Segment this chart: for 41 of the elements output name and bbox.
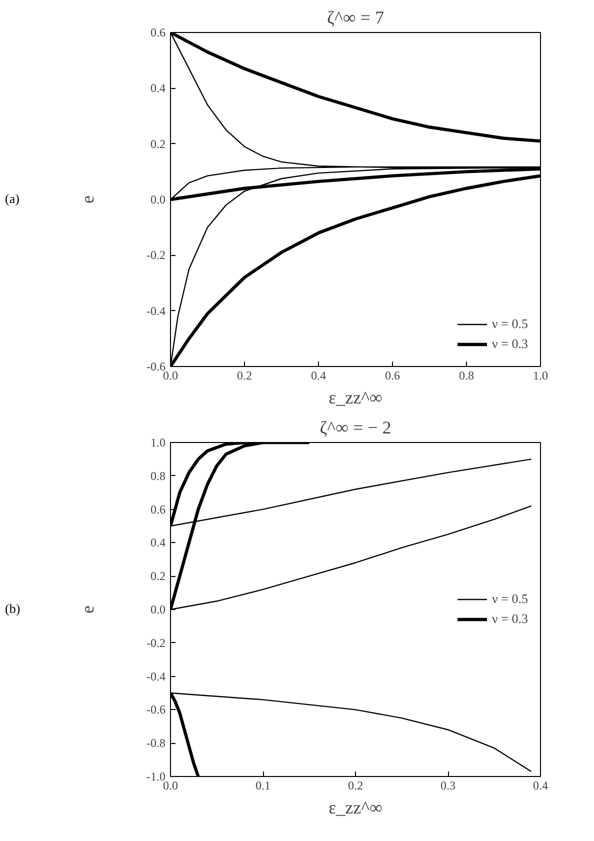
- x-tick-label: 0.2: [237, 368, 252, 382]
- y-tick-label: -0.8: [146, 736, 166, 750]
- y-tick-label: 0.8: [150, 468, 166, 483]
- legend-label: ν = 0.3: [492, 611, 528, 627]
- y-tick-label: -0.4: [146, 304, 166, 318]
- y-tick-label: 0.4: [150, 81, 166, 96]
- legend-label: ν = 0.3: [492, 336, 528, 352]
- x-axis-title: ε_zz^∞: [328, 798, 383, 818]
- x-tick-label: 0.1: [256, 778, 270, 792]
- text: (a): [5, 190, 20, 208]
- y-tick-label: -0.2: [146, 636, 166, 650]
- y-tick-label: 0.0: [150, 192, 166, 206]
- chart-title: ζ^∞ = − 2: [320, 418, 392, 438]
- y-tick-label: 0.2: [150, 569, 166, 584]
- x-tick-label: 1.0: [533, 368, 548, 382]
- chart-title: ζ^∞ = 7: [327, 8, 384, 28]
- text: (b): [5, 600, 20, 618]
- y-tick-label: -1.0: [146, 770, 166, 784]
- y-tick-label: 0.2: [150, 136, 166, 151]
- y-tick-label: -0.6: [146, 360, 166, 374]
- x-tick-label: 0.2: [348, 778, 363, 792]
- x-axis-title: ε_zz^∞: [328, 388, 383, 408]
- y-tick-label: -0.6: [146, 702, 166, 717]
- legend-label: ν = 0.5: [492, 591, 528, 607]
- y-tick-label: 0.0: [150, 602, 166, 616]
- y-tick-label: 0.6: [150, 502, 166, 516]
- y-axis-title: e: [78, 195, 98, 204]
- x-tick-label: 0.0: [163, 778, 178, 792]
- x-tick-label: 0.6: [385, 368, 400, 382]
- y-tick-label: 1.0: [150, 436, 166, 450]
- x-tick-label: 0.0: [163, 368, 178, 382]
- legend-label: ν = 0.5: [492, 316, 528, 332]
- y-tick-label: -0.4: [146, 669, 166, 684]
- y-tick-label: -0.2: [146, 248, 166, 262]
- x-tick-label: 0.8: [459, 368, 474, 382]
- x-tick-label: 0.3: [440, 778, 456, 792]
- x-tick-label: 0.4: [533, 778, 548, 792]
- y-axis-title: e: [78, 605, 98, 614]
- x-tick-label: 0.4: [311, 368, 326, 382]
- y-tick-label: 0.6: [150, 26, 166, 40]
- y-tick-label: 0.4: [150, 536, 166, 550]
